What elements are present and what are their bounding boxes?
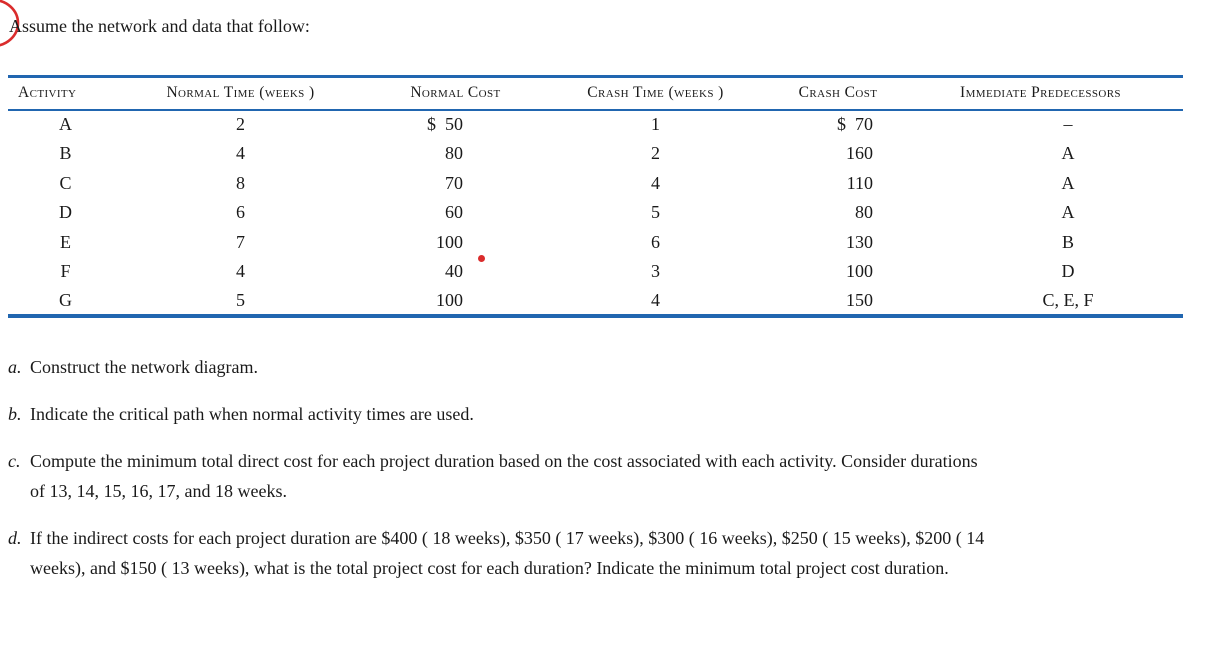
cell-normal-cost: 80 [445,143,463,164]
question-item-a: a. Construct the network diagram. [8,352,1206,382]
table-row: C 8 70 4 110 A [8,169,1183,199]
question-text: Indicate the critical path when normal a… [30,404,474,424]
cell-crash-time: 5 [651,202,660,223]
cell-normal-cost: 100 [436,289,463,310]
cell-crash-time: 2 [651,143,660,164]
question-letter: a. [8,357,22,377]
cell-crash-cost: 130 [846,231,873,252]
cell-crash-time: 3 [651,261,660,282]
question-letter: c. [8,451,21,471]
cell-crash-time: 4 [651,289,660,310]
header-immediate-predecessors: Immediate Predecessors [898,76,1183,111]
cell-normal-time: 2 [236,114,245,135]
cell-predecessors: A [1061,143,1075,164]
cell-normal-cost: 70 [445,172,463,193]
cell-normal-time: 7 [236,231,245,252]
cell-activity: C [59,172,72,193]
cell-normal-time: 4 [236,261,245,282]
header-crash-cost: Crash Cost [748,76,898,111]
cell-normal-cost: 60 [445,202,463,223]
cell-crash-cost: 160 [846,143,873,164]
table-header-row: Activity Normal Time (weeks ) Normal Cos… [8,76,1183,111]
cell-crash-cost: $ 70 [837,114,873,135]
cell-crash-time: 1 [651,114,660,135]
intro-text: Assume the network and data that follow: [9,16,310,36]
cell-predecessors: D [1061,261,1075,282]
header-activity: Activity [8,76,123,111]
table-row: A 2 $ 50 1 $ 70 – [8,110,1183,140]
question-item-b: b. Indicate the critical path when norma… [8,399,1206,429]
question-text: If the indirect costs for each project d… [30,528,985,578]
question-item-d: d. If the indirect costs for each projec… [8,523,1206,583]
cell-activity: A [59,114,72,135]
questions-list: a. Construct the network diagram. b. Ind… [8,352,1206,600]
table-row: G 5 100 4 150 C, E, F [8,287,1183,317]
cell-crash-cost: 80 [855,202,873,223]
header-normal-time: Normal Time (weeks ) [123,76,358,111]
table-row: E 7 100 6 130 B [8,228,1183,258]
cell-normal-time: 5 [236,289,245,310]
cell-predecessors: – [1063,114,1073,135]
cell-crash-time: 4 [651,172,660,193]
cell-crash-cost: 110 [846,172,873,193]
cell-activity: G [59,289,72,310]
cell-predecessors: B [1061,231,1074,252]
cell-predecessors: C, E, F [1042,289,1094,310]
cell-activity: D [59,202,72,223]
cell-normal-cost: 100 [436,231,463,252]
cell-normal-time: 6 [236,202,245,223]
cell-predecessors: A [1061,202,1075,223]
question-text: Compute the minimum total direct cost fo… [30,451,978,501]
cell-normal-time: 4 [236,143,245,164]
question-letter: d. [8,528,22,548]
cell-crash-cost: 100 [846,261,873,282]
cell-crash-time: 6 [651,231,660,252]
crash-data-table: Activity Normal Time (weeks ) Normal Cos… [8,75,1183,318]
question-letter: b. [8,404,22,424]
header-crash-time: Crash Time (weeks ) [523,76,748,111]
header-normal-cost: Normal Cost [358,76,523,111]
question-item-c: c. Compute the minimum total direct cost… [8,446,1206,506]
cell-crash-cost: 150 [846,289,873,310]
cell-activity: F [60,261,71,282]
cell-activity: B [59,143,72,164]
question-text: Construct the network diagram. [30,357,258,377]
cell-normal-cost: $ 50 [427,114,463,135]
cell-predecessors: A [1061,172,1075,193]
table-row: D 6 60 5 80 A [8,198,1183,228]
table-row: B 4 80 2 160 A [8,139,1183,169]
red-dot-annotation [478,255,485,262]
cell-normal-cost: 40 [445,261,463,282]
table-row: F 4 40 3 100 D [8,257,1183,287]
cell-normal-time: 8 [236,172,245,193]
cell-activity: E [60,231,71,252]
